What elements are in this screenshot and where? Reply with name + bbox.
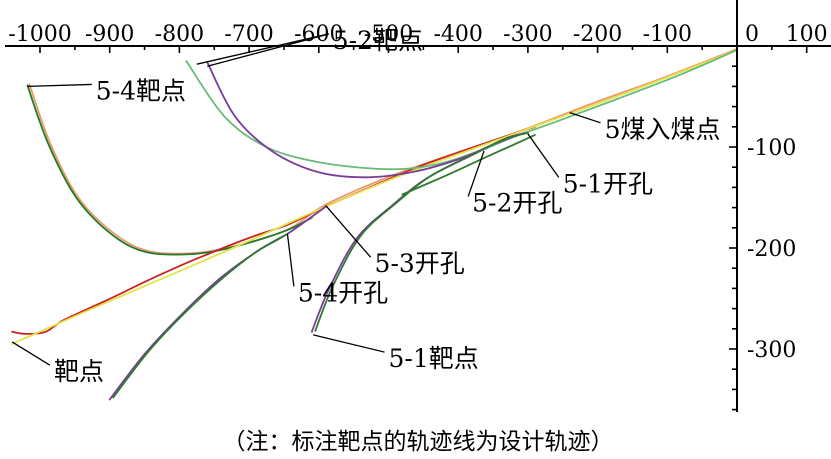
- annotation-leader: [467, 150, 485, 197]
- annotation-label: 5煤入煤点: [605, 115, 721, 144]
- x-tick-label: 0: [745, 22, 759, 47]
- x-tick-label: -700: [224, 22, 273, 47]
- annotation-leader: [569, 112, 601, 124]
- trajectory-line: [112, 233, 289, 399]
- y-tick-label: -200: [747, 237, 796, 262]
- x-tick-label: -900: [85, 22, 134, 47]
- x-tick-label: -1000: [8, 22, 71, 47]
- trajectory-line: [11, 125, 536, 335]
- trajectory-line: [401, 134, 536, 196]
- trajectory-line: [11, 49, 738, 345]
- trajectory-line: [28, 48, 738, 255]
- x-tick-label: 100: [786, 22, 828, 47]
- y-tick-label: -100: [747, 136, 796, 161]
- x-tick-label: -500: [364, 22, 413, 47]
- annotation-label: 靶点: [54, 357, 104, 386]
- x-tick-label: -100: [643, 22, 692, 47]
- annotation-label: 5-1开孔: [563, 169, 653, 198]
- annotation-label: 5-4开孔: [298, 278, 388, 307]
- annotation-label: 5-2靶点: [333, 26, 423, 55]
- annotation-label: 5-4靶点: [96, 76, 186, 105]
- annotation-leader: [11, 341, 51, 366]
- annotation-leader: [27, 83, 92, 88]
- annotation-leader: [527, 133, 560, 178]
- chart-caption: （注：标注靶点的轨迹线为设计轨迹）: [223, 429, 614, 455]
- trajectory-line: [26, 84, 313, 256]
- trajectory-line: [108, 205, 327, 401]
- annotation-leader: [286, 233, 295, 287]
- annotation-leader: [207, 33, 329, 67]
- x-axis-ticks: -1000 -900 -800 -700 -600 -500 -400 -300 -200 -10…: [8, 22, 828, 53]
- y-axis-ticks: -100 -200 -300: [729, 65, 796, 411]
- annotation-leader: [196, 33, 329, 65]
- annotation-leader: [325, 205, 372, 258]
- annotation-label: 5-1靶点: [389, 344, 479, 373]
- x-tick-label: -400: [433, 22, 482, 47]
- annotation-leaders: [11, 33, 601, 366]
- y-tick-label: -300: [747, 338, 796, 363]
- x-tick-label: -800: [155, 22, 204, 47]
- annotation-label: 5-2开孔: [472, 189, 562, 218]
- annotation-label: 5-3开孔: [375, 249, 465, 278]
- annotation-leader: [313, 334, 385, 353]
- x-tick-label: -600: [294, 22, 343, 47]
- trajectory-line: [206, 61, 526, 179]
- x-tick-label: -300: [503, 22, 552, 47]
- x-tick-label: -200: [573, 22, 622, 47]
